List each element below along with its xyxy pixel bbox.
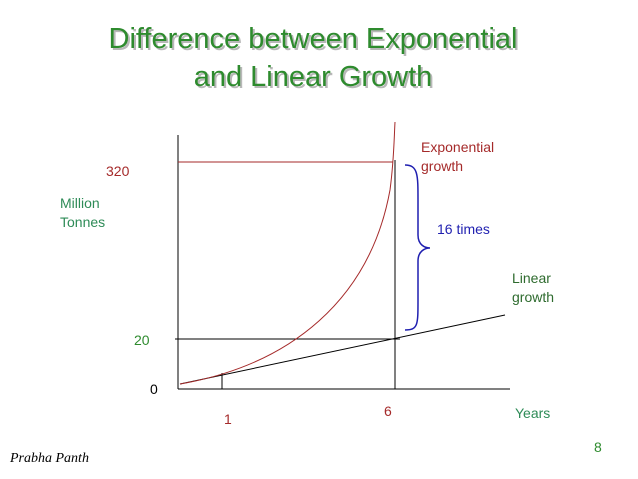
title-shadow: Difference between Exponential	[111, 25, 520, 57]
y-axis-label: Tonnes	[60, 214, 105, 230]
exponential-label: growth	[421, 158, 463, 174]
exponential-curve	[179, 121, 396, 385]
author: Prabha Panth	[9, 451, 89, 466]
linear-label: Linear	[512, 270, 551, 286]
x-axis-label: Years	[515, 405, 550, 421]
ratio-label: 16 times	[437, 221, 490, 237]
title: Difference between Exponential	[109, 23, 518, 55]
x-tick-label: 1	[224, 411, 232, 427]
linear-label: growth	[512, 289, 554, 305]
y-tick-label: 320	[106, 163, 130, 179]
brace	[404, 164, 431, 331]
linear-line	[179, 314, 506, 385]
y-tick-label: 20	[134, 332, 150, 348]
y-axis-label: Million	[60, 195, 100, 211]
title-shadow: and Linear Growth	[196, 63, 435, 95]
origin-label: 0	[150, 381, 158, 397]
title: and Linear Growth	[194, 61, 433, 93]
exponential-label: Exponential	[421, 139, 494, 155]
x-tick-label: 6	[384, 403, 392, 419]
page-number: 8	[594, 439, 602, 455]
